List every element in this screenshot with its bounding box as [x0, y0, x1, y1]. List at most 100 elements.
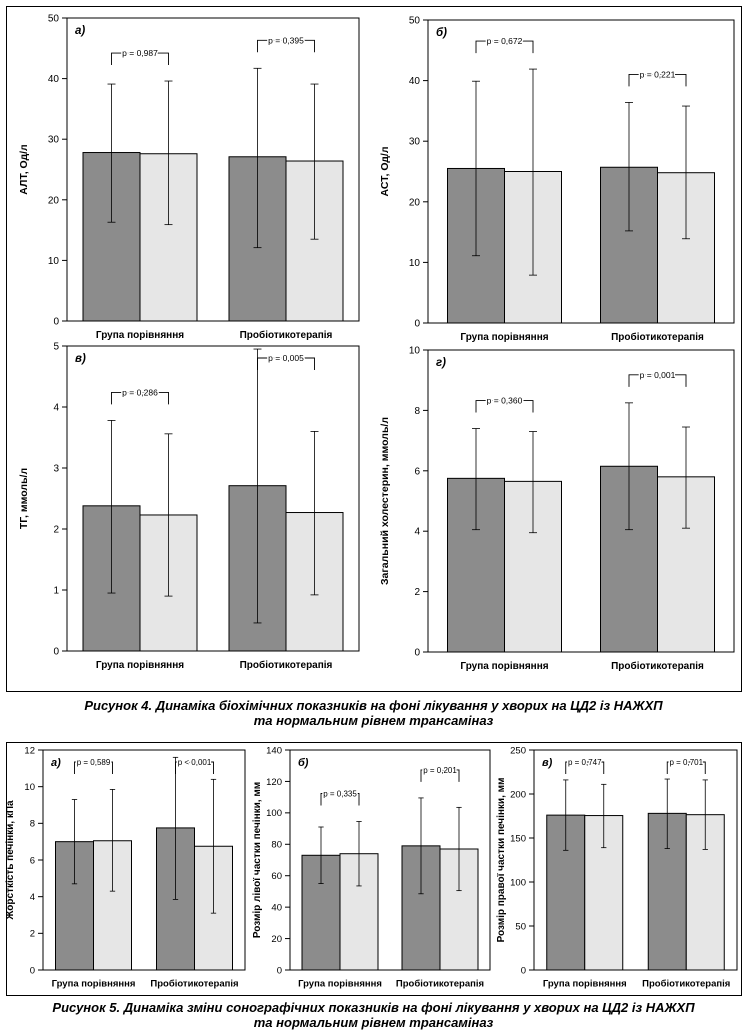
plot-frame [66, 17, 360, 322]
p-value-label: p < 0,001 [178, 758, 212, 767]
plot-frame [289, 749, 491, 971]
y-axis-label: Розмір правої частки печінки, мм [496, 778, 507, 943]
p-value-label: p = 0,001 [640, 370, 676, 380]
y-tick-label: 0 [414, 319, 420, 330]
plot-frame [66, 345, 360, 652]
y-tick-label: 6 [414, 466, 420, 477]
y-tick-label: 2 [53, 525, 59, 536]
y-tick-label: 100 [510, 877, 526, 888]
y-tick-label: 250 [510, 745, 526, 756]
category-label: Група порівняння [298, 979, 382, 990]
y-tick-label: 50 [409, 16, 421, 27]
y-tick-label: 10 [24, 782, 35, 793]
y-tick-label: 6 [30, 855, 35, 866]
p-bracket [320, 793, 360, 806]
p-bracket [175, 761, 214, 774]
plot-frame [533, 749, 738, 971]
p-value-label: p = 0,747 [568, 758, 602, 767]
p-bracket [628, 374, 687, 387]
p-bracket [475, 400, 534, 413]
y-tick-label: 50 [515, 921, 526, 932]
p-value-label: p = 0,672 [487, 36, 523, 46]
p-value-label: p = 0,589 [77, 758, 111, 767]
category-label: Пробіотикотерапія [611, 331, 704, 343]
y-tick-label: 10 [409, 346, 421, 357]
category-label: Пробіотикотерапія [240, 329, 333, 341]
category-label: Група порівняння [460, 661, 548, 672]
figure4-caption-line2: та нормальним рівнем трансаміназ [253, 713, 494, 728]
y-axis-label: АЛТ, Од/л [18, 144, 30, 194]
y-tick-label: 60 [271, 871, 282, 882]
category-label: Пробіотикотерапія [150, 979, 238, 990]
y-tick-label: 8 [30, 819, 35, 830]
p-value-label: p = 0,395 [268, 35, 304, 45]
p-bracket [628, 73, 687, 87]
y-axis-label: Загальний холестерин, ммоль/л [379, 417, 391, 585]
y-tick-label: 20 [271, 934, 282, 945]
y-tick-label: 3 [53, 464, 59, 475]
p-bracket [257, 39, 315, 53]
p-value-label: p = 0,201 [423, 766, 457, 775]
y-tick-label: 1 [53, 586, 59, 597]
p-value-label: p = 0,335 [323, 790, 357, 799]
y-tick-label: 4 [53, 403, 59, 414]
category-label: Група порівняння [460, 332, 548, 343]
y-tick-label: 40 [409, 76, 421, 87]
y-tick-label: 4 [30, 892, 35, 903]
figure5-frame [6, 742, 742, 996]
category-label: Пробіотикотерапія [240, 659, 333, 671]
panel-label: г) [436, 357, 446, 369]
p-bracket [565, 761, 605, 774]
y-tick-label: 10 [48, 256, 60, 267]
y-tick-label: 0 [414, 648, 420, 659]
y-tick-label: 0 [30, 965, 35, 976]
p-bracket [257, 357, 315, 370]
category-label: Група порівняння [543, 979, 627, 990]
category-label: Група порівняння [96, 660, 184, 671]
y-tick-label: 30 [48, 135, 60, 146]
y-tick-label: 30 [409, 137, 421, 148]
y-tick-label: 120 [266, 777, 282, 788]
p-bracket [666, 761, 706, 774]
category-label: Група порівняння [96, 330, 184, 341]
panel-label: в) [75, 353, 86, 365]
category-label: Пробіотикотерапія [611, 660, 704, 672]
p-value-label: p = 0,360 [487, 396, 523, 406]
y-tick-label: 20 [48, 195, 60, 206]
panel-label: в) [542, 757, 553, 769]
y-tick-label: 0 [53, 647, 59, 658]
y-tick-label: 40 [271, 902, 282, 913]
plot-frame [427, 19, 735, 324]
figure5-caption-line2: та нормальним рівнем трансаміназ [253, 1015, 494, 1030]
category-label: Пробіотикотерапія [642, 979, 730, 990]
p-bracket [74, 761, 113, 774]
y-tick-label: 12 [24, 745, 35, 756]
figure4-caption-line1: Рисунок 4. Динаміка біохімічних показник… [84, 698, 663, 713]
y-tick-label: 40 [48, 74, 60, 85]
y-tick-label: 20 [409, 197, 421, 208]
y-tick-label: 100 [266, 808, 282, 819]
panel-label: б) [436, 27, 447, 39]
y-tick-label: 10 [409, 258, 421, 269]
y-tick-label: 5 [53, 342, 59, 353]
y-axis-label: Жорсткість печінки, кПа [5, 800, 16, 921]
y-tick-label: 2 [30, 929, 35, 940]
category-label: Група порівняння [52, 979, 136, 990]
y-tick-label: 8 [414, 406, 420, 417]
category-label: Пробіотикотерапія [396, 979, 484, 990]
y-tick-label: 0 [277, 965, 282, 976]
p-value-label: p = 0,221 [640, 69, 676, 79]
p-value-label: p = 0,987 [122, 48, 158, 58]
y-tick-label: 0 [521, 965, 526, 976]
y-tick-label: 80 [271, 840, 282, 851]
y-axis-label: АСТ, Од/л [379, 147, 391, 197]
p-bracket [475, 40, 534, 54]
p-value-label: p = 0,005 [268, 353, 304, 363]
figure4-frame [6, 6, 742, 692]
y-tick-label: 150 [510, 833, 526, 844]
panel-label: а) [75, 25, 85, 37]
y-tick-label: 4 [414, 527, 420, 538]
y-tick-label: 0 [53, 317, 59, 328]
y-tick-label: 140 [266, 745, 282, 756]
